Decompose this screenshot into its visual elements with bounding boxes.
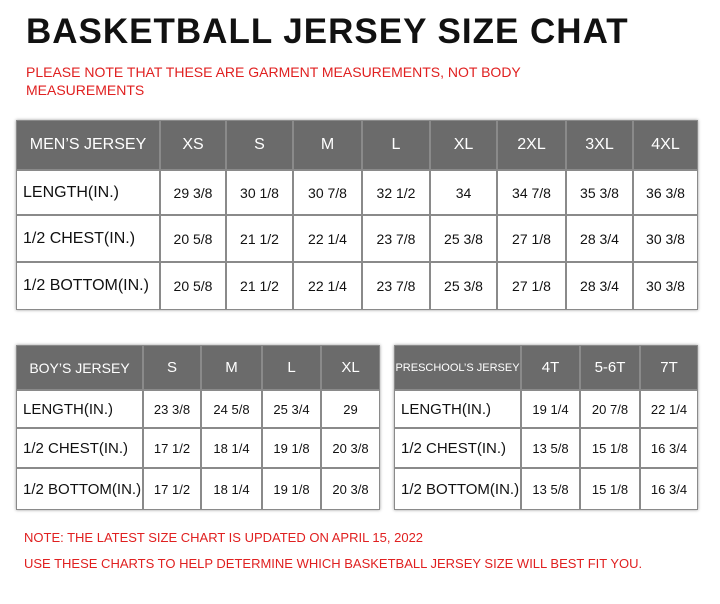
value-cell: 21 1/2 (226, 215, 293, 262)
size-table: BOY’S JERSEY S M L XL LENGTH(IN.) 23 3/8 24 5/8… (16, 345, 380, 510)
value-cell: 35 3/8 (566, 170, 633, 215)
header-cell: 4XL (633, 120, 698, 170)
value-cell: 22 1/4 (640, 390, 698, 428)
row-label: 1/2 CHEST(IN.) (16, 428, 143, 468)
header-cell: L (262, 345, 321, 390)
title: BASKETBALL JERSEY SIZE CHAT (26, 12, 629, 51)
header-cell: XL (430, 120, 497, 170)
row-label: 1/2 CHEST(IN.) (16, 215, 160, 262)
value-cell: 30 3/8 (633, 215, 698, 262)
value-cell: 23 7/8 (362, 215, 430, 262)
note: PLEASE NOTE THAT THESE ARE GARMENT MEASU… (26, 64, 521, 98)
value-cell: 13 5/8 (521, 428, 580, 468)
value-cell: 27 1/8 (497, 262, 566, 310)
value-cell: 20 7/8 (580, 390, 640, 428)
row-label: 1/2 BOTTOM(IN.) (394, 468, 521, 510)
header-cell: MEN’S JERSEY (16, 120, 160, 170)
row-label: 1/2 BOTTOM(IN.) (16, 262, 160, 310)
value-cell: 25 3/8 (430, 215, 497, 262)
value-cell: 29 3/8 (160, 170, 226, 215)
value-cell: 34 (430, 170, 497, 215)
header-cell: S (226, 120, 293, 170)
value-cell: 21 1/2 (226, 262, 293, 310)
header-cell: S (143, 345, 201, 390)
size-table: MEN’S JERSEY XS S M L XL 2XL 3XL 4XL LENGTH(IN.) 2… (16, 120, 698, 310)
row-label: LENGTH(IN.) (16, 170, 160, 215)
value-cell: 24 5/8 (201, 390, 262, 428)
value-cell: 22 1/4 (293, 262, 362, 310)
value-cell: 22 1/4 (293, 215, 362, 262)
value-cell: 30 3/8 (633, 262, 698, 310)
value-cell: 23 7/8 (362, 262, 430, 310)
header-cell: M (201, 345, 262, 390)
header-cell: 3XL (566, 120, 633, 170)
value-cell: 16 3/4 (640, 428, 698, 468)
value-cell: 15 1/8 (580, 428, 640, 468)
header-cell: XL (321, 345, 380, 390)
row-label: 1/2 CHEST(IN.) (394, 428, 521, 468)
header-cell: XS (160, 120, 226, 170)
value-cell: 19 1/8 (262, 468, 321, 510)
value-cell: 20 3/8 (321, 428, 380, 468)
value-cell: 28 3/4 (566, 262, 633, 310)
row-label: LENGTH(IN.) (16, 390, 143, 428)
header-cell: L (362, 120, 430, 170)
value-cell: 28 3/4 (566, 215, 633, 262)
value-cell: 16 3/4 (640, 468, 698, 510)
value-cell: 25 3/8 (430, 262, 497, 310)
value-cell: 19 1/8 (262, 428, 321, 468)
header-cell: 2XL (497, 120, 566, 170)
value-cell: 36 3/8 (633, 170, 698, 215)
value-cell: 27 1/8 (497, 215, 566, 262)
header-cell: PRESCHOOL’S JERSEY (394, 345, 521, 390)
header-cell: 7T (640, 345, 698, 390)
size-table: PRESCHOOL’S JERSEY 4T 5-6T 7T LENGTH(IN.) 19 … (394, 345, 698, 510)
value-cell: 32 1/2 (362, 170, 430, 215)
value-cell: 18 1/4 (201, 468, 262, 510)
header-cell: BOY’S JERSEY (16, 345, 143, 390)
value-cell: 15 1/8 (580, 468, 640, 510)
value-cell: 30 1/8 (226, 170, 293, 215)
footer-note: USE THESE CHARTS TO HELP DETERMINE WHICH… (24, 556, 643, 571)
value-cell: 30 7/8 (293, 170, 362, 215)
row-label: LENGTH(IN.) (394, 390, 521, 428)
value-cell: 17 1/2 (143, 468, 201, 510)
value-cell: 18 1/4 (201, 428, 262, 468)
row-label: 1/2 BOTTOM(IN.) (16, 468, 143, 510)
header-cell: M (293, 120, 362, 170)
value-cell: 34 7/8 (497, 170, 566, 215)
value-cell: 23 3/8 (143, 390, 201, 428)
value-cell: 20 3/8 (321, 468, 380, 510)
footer-note: NOTE: THE LATEST SIZE CHART IS UPDATED O… (24, 530, 424, 545)
value-cell: 13 5/8 (521, 468, 580, 510)
value-cell: 29 (321, 390, 380, 428)
value-cell: 25 3/4 (262, 390, 321, 428)
header-cell: 4T (521, 345, 580, 390)
value-cell: 17 1/2 (143, 428, 201, 468)
header-cell: 5-6T (580, 345, 640, 390)
value-cell: 19 1/4 (521, 390, 580, 428)
value-cell: 20 5/8 (160, 262, 226, 310)
value-cell: 20 5/8 (160, 215, 226, 262)
